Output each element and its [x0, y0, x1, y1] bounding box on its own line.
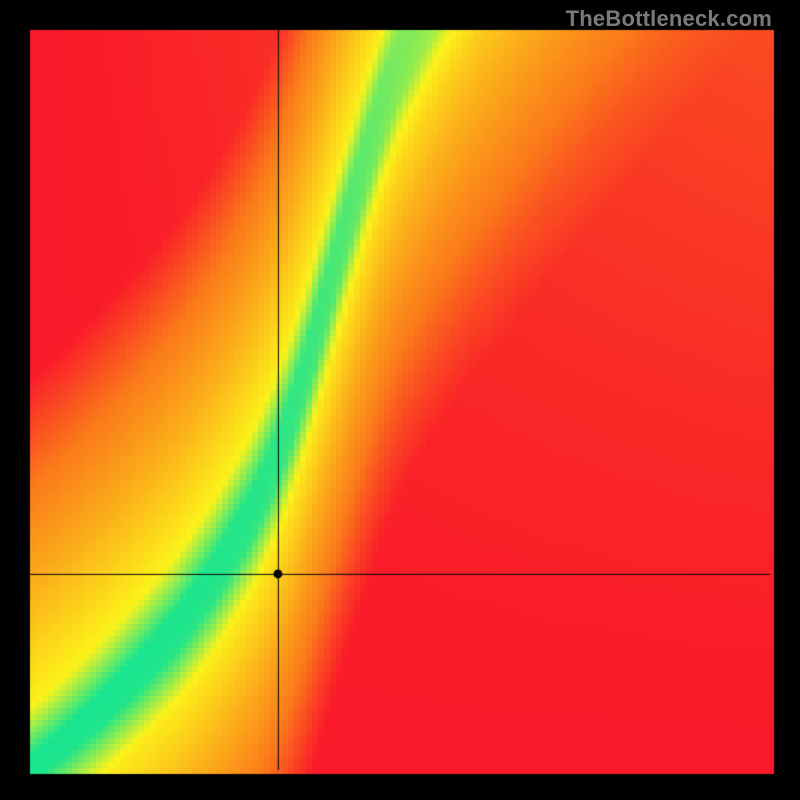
- bottleneck-heatmap: [0, 0, 800, 800]
- watermark-text: TheBottleneck.com: [566, 6, 772, 32]
